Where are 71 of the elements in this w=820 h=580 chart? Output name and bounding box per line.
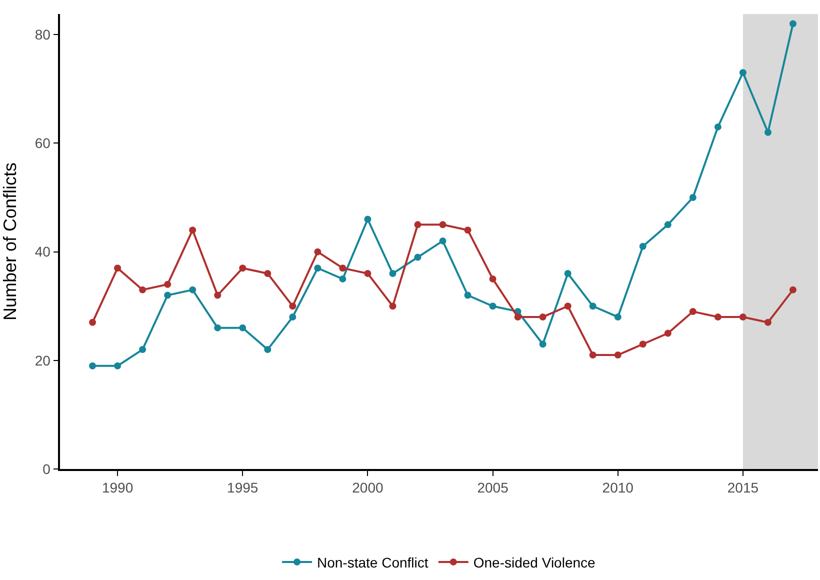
x-tick-label: 1995 (227, 480, 258, 496)
y-tick-label: 0 (42, 460, 51, 477)
point (164, 292, 172, 299)
legend-label: Non-state Conflict (317, 554, 428, 570)
point (264, 270, 272, 278)
point (189, 286, 196, 294)
y-tick-label: 20 (34, 352, 51, 368)
x-tick-label: 2010 (602, 480, 634, 496)
point (539, 313, 546, 320)
point (339, 264, 346, 272)
y-tick-label: 40 (34, 244, 51, 260)
point (639, 340, 646, 348)
point (439, 237, 446, 244)
point (514, 313, 522, 320)
point (664, 221, 672, 228)
point (614, 351, 622, 358)
point (689, 308, 696, 316)
point (789, 20, 796, 28)
point (289, 302, 296, 310)
point (414, 221, 422, 228)
point (714, 123, 722, 130)
point (714, 313, 722, 320)
point (589, 302, 596, 310)
point (214, 324, 222, 332)
x-tick-label: 2015 (727, 480, 759, 496)
point (439, 221, 446, 228)
point (639, 242, 646, 250)
point (689, 194, 696, 202)
x-tick-label: 1990 (102, 480, 134, 496)
point (589, 351, 596, 358)
point (239, 264, 246, 272)
point (489, 302, 496, 310)
point (114, 362, 122, 370)
point (464, 226, 472, 234)
point (389, 302, 396, 310)
point (489, 275, 496, 282)
point (739, 313, 746, 320)
point (189, 226, 196, 234)
point (664, 330, 672, 337)
y-tick-label: 80 (34, 26, 51, 43)
point (164, 280, 172, 288)
point (364, 270, 372, 278)
point (89, 362, 96, 370)
point (389, 270, 396, 278)
point (564, 302, 572, 310)
point (614, 313, 622, 320)
point (114, 264, 122, 272)
point (89, 318, 96, 326)
point (214, 292, 222, 299)
point (314, 248, 322, 256)
y-tick-label: 60 (34, 135, 51, 152)
point (314, 264, 322, 272)
point (414, 254, 422, 261)
point (139, 286, 146, 294)
point (339, 275, 346, 282)
point (139, 346, 146, 354)
point (239, 324, 246, 332)
point (764, 318, 772, 326)
legend-label: One-sided Violence (473, 554, 596, 570)
point (264, 346, 272, 354)
point (464, 292, 472, 299)
point (364, 216, 372, 223)
point (539, 340, 546, 348)
point (739, 69, 746, 76)
point (289, 313, 296, 320)
x-tick-label: 2005 (477, 480, 509, 496)
x-tick-label: 2000 (352, 480, 384, 496)
point (764, 128, 772, 136)
point (564, 270, 572, 278)
y-axis-title: Number of Conflicts (0, 162, 20, 321)
point (789, 286, 796, 294)
